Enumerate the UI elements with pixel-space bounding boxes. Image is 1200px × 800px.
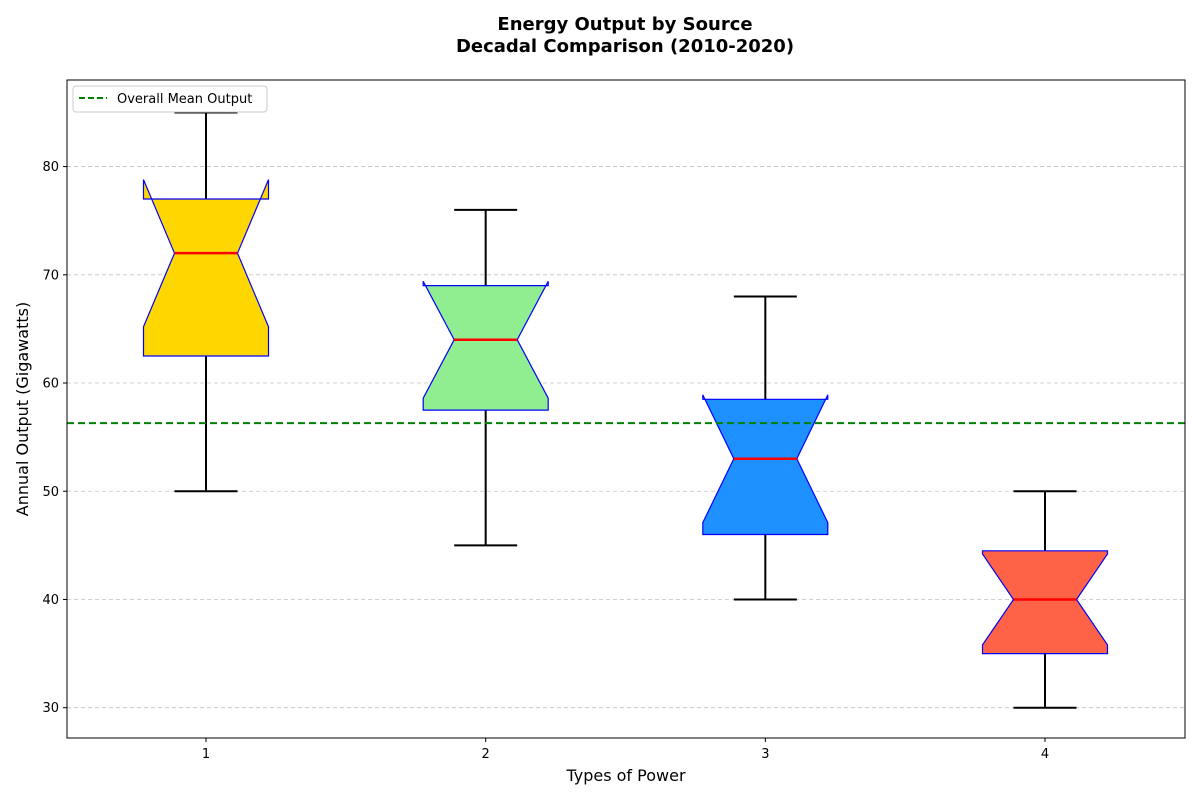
- x-tick-label-4: 4: [1041, 747, 1049, 762]
- legend: Overall Mean Output: [72, 85, 268, 113]
- legend-frame: [72, 85, 268, 113]
- x-tick-label-3: 3: [761, 747, 769, 762]
- chart-title-line-1: Energy Output by Source: [497, 14, 752, 35]
- x-tick-label-2: 2: [482, 747, 490, 762]
- y-tick-label-80: 80: [42, 160, 59, 175]
- box-plot-series: [142, 111, 1109, 709]
- legend-label-mean: Overall Mean Output: [117, 92, 252, 107]
- box-body-4: [981, 550, 1109, 655]
- x-tick-label-1: 1: [202, 747, 210, 762]
- box-body-3: [702, 394, 829, 536]
- x-axis-label: Types of Power: [565, 766, 685, 785]
- box-1: [142, 111, 270, 493]
- box-2: [422, 208, 549, 547]
- box-3: [702, 295, 829, 601]
- box-body-2: [422, 281, 549, 411]
- y-axis-label: Annual Output (Gigawatts): [13, 302, 32, 516]
- y-tick-label-60: 60: [42, 377, 59, 392]
- y-tick-label-70: 70: [42, 268, 59, 283]
- chart-title-line-2: Decadal Comparison (2010-2020): [456, 36, 794, 57]
- grid-lines: [67, 166, 1185, 709]
- y-tick-label-30: 30: [42, 701, 59, 716]
- box-4: [981, 490, 1109, 709]
- box-body-1: [142, 179, 270, 357]
- x-axis-ticks: 1 2 3 4: [202, 738, 1049, 762]
- y-axis-ticks: 30 40 50 60 70 80: [42, 160, 67, 716]
- y-tick-label-50: 50: [42, 485, 59, 500]
- plot-frame: [66, 79, 1186, 739]
- y-tick-label-40: 40: [42, 593, 59, 608]
